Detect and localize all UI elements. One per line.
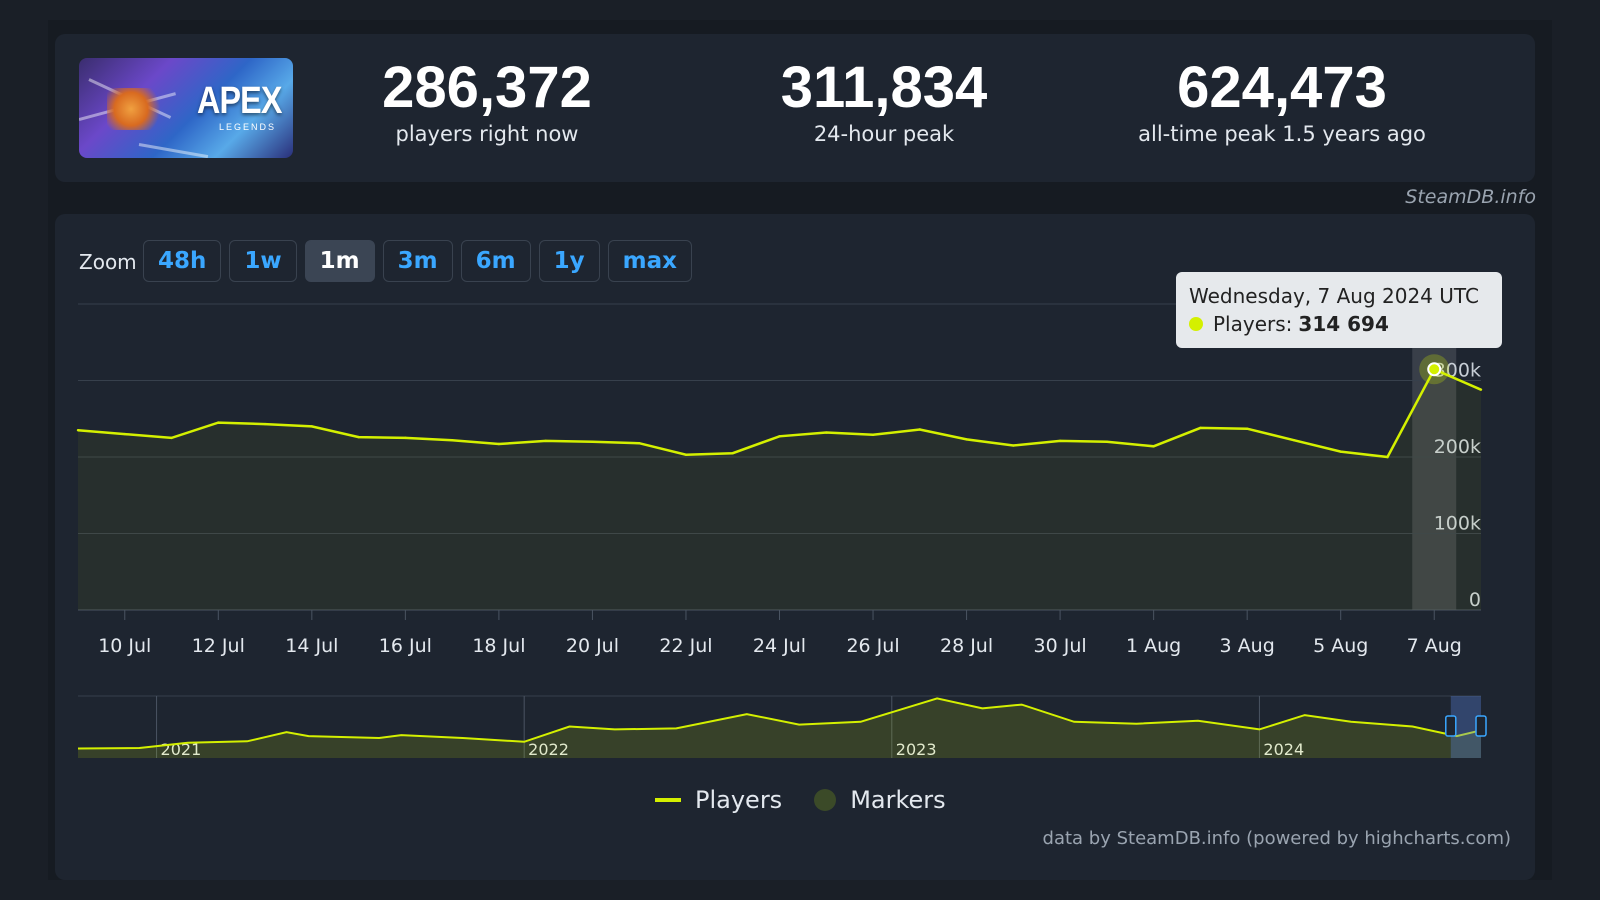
stat-current-label: players right now <box>395 122 579 146</box>
stat-current: 286,372 players right now <box>287 55 687 147</box>
stat-alltime-peak: 624,473 all-time peak 1.5 years ago <box>1082 55 1482 147</box>
tooltip-value: 314 694 <box>1298 312 1389 336</box>
highlight-point <box>1427 362 1442 377</box>
x-tick-label: 22 Jul <box>659 635 712 657</box>
data-point <box>170 436 173 440</box>
stat-24h-peak-value: 311,834 <box>780 55 988 120</box>
logo-sub: LEGENDS <box>219 122 277 132</box>
main-chart[interactable]: 0 100k 200k 300k 10 Jul 12 Jul 14 Jul 16 Jul 18 … <box>55 214 1535 880</box>
x-tick-label: 10 Jul <box>98 635 151 657</box>
stat-current-value: 286,372 <box>382 55 592 120</box>
zoom-button-1y[interactable]: 1y <box>538 240 600 282</box>
data-point <box>1199 426 1202 430</box>
data-point <box>310 425 314 428</box>
zoom-button-1m[interactable]: 1m <box>304 240 375 282</box>
data-point <box>1245 427 1249 430</box>
y-tick-label: 0 <box>1469 589 1481 611</box>
data-point <box>1105 440 1109 443</box>
data-point <box>684 453 688 456</box>
y-tick-label: 200k <box>1434 436 1481 458</box>
data-point <box>1012 444 1015 447</box>
navigator-line <box>77 697 1482 750</box>
tooltip-row: Players: 314 694 <box>1189 312 1389 336</box>
data-point <box>357 435 360 439</box>
zoom-label: Zoom <box>79 250 137 274</box>
stat-alltime-peak-label: all-time peak 1.5 years ago <box>1138 122 1426 146</box>
x-tick-label: 16 Jul <box>379 635 432 657</box>
navigator-year-label: 2022 <box>528 740 569 759</box>
hover-band <box>1412 340 1457 610</box>
zoom-button-6m[interactable]: 6m <box>460 240 531 282</box>
data-point <box>1152 445 1155 448</box>
legend-players[interactable]: Players <box>695 786 783 814</box>
x-tick-label: 3 Aug <box>1220 635 1275 657</box>
zoom-button-1w[interactable]: 1w <box>229 240 297 282</box>
data-point <box>1058 439 1062 443</box>
navigator-year-label: 2023 <box>896 740 937 759</box>
x-tick-label: 24 Jul <box>753 635 806 657</box>
chart-tooltip: Wednesday, 7 Aug 2024 UTC Players: 314 6… <box>1176 272 1502 348</box>
data-point <box>638 442 641 445</box>
data-point <box>1479 388 1483 391</box>
zoom-buttons: 48h 1w 1m 3m 6m 1y max <box>143 240 692 282</box>
x-tick-label: 5 Aug <box>1313 635 1368 657</box>
chart-legend: Players Markers <box>655 786 946 814</box>
data-point <box>76 429 80 432</box>
data-point <box>731 451 734 455</box>
x-tick-label: 28 Jul <box>940 635 993 657</box>
x-tick-label: 1 Aug <box>1126 635 1181 657</box>
x-tick-label: 12 Jul <box>192 635 245 657</box>
data-point <box>918 428 921 431</box>
data-point <box>263 422 267 426</box>
data-point <box>1292 438 1296 442</box>
data-point <box>123 432 126 436</box>
y-tick-label: 300k <box>1434 360 1481 382</box>
data-point <box>591 440 594 443</box>
x-tick-label: 7 Aug <box>1407 635 1462 657</box>
tooltip-date: Wednesday, 7 Aug 2024 UTC <box>1189 284 1479 308</box>
data-point <box>1386 455 1389 459</box>
data-point <box>404 436 407 440</box>
logo-brand: APEX <box>197 80 282 122</box>
steamdb-credit[interactable]: SteamDB.info <box>1405 186 1536 208</box>
data-point <box>778 435 781 438</box>
zoom-button-max[interactable]: max <box>607 240 692 282</box>
stat-24h-peak-label: 24-hour peak <box>813 122 955 146</box>
legend-markers[interactable]: Markers <box>850 786 946 814</box>
players-area <box>78 369 1481 610</box>
x-tick-label: 26 Jul <box>846 635 899 657</box>
data-point <box>1339 450 1342 453</box>
game-logo[interactable]: APEX LEGENDS <box>79 58 293 158</box>
craft-art <box>107 88 167 130</box>
players-legend-symbol <box>655 798 681 802</box>
stat-alltime-peak-value: 624,473 <box>1177 55 1387 120</box>
data-point <box>217 421 220 424</box>
x-tick-label: 14 Jul <box>285 635 338 657</box>
zoom-button-48h[interactable]: 48h <box>143 240 222 282</box>
stat-24h-peak: 311,834 24-hour peak <box>684 55 1084 147</box>
navigator-year-label: 2024 <box>1263 740 1304 759</box>
data-point <box>544 439 547 443</box>
data-point <box>965 438 968 441</box>
data-point <box>871 433 875 437</box>
markers-legend-symbol <box>814 789 837 811</box>
tooltip-dot <box>1189 317 1203 331</box>
data-point <box>450 438 454 442</box>
tooltip-series-label: Players: <box>1213 312 1293 336</box>
navigator-area <box>78 698 1481 758</box>
y-tick-label: 100k <box>1434 513 1481 535</box>
highcharts-credit[interactable]: data by SteamDB.info (powered by highcha… <box>1042 828 1511 849</box>
x-tick-label: 18 Jul <box>472 635 525 657</box>
data-point <box>825 431 828 434</box>
navigator-handle-right[interactable] <box>1475 715 1487 737</box>
x-tick-label: 30 Jul <box>1034 635 1087 657</box>
navigator-handle-left[interactable] <box>1445 715 1457 737</box>
stats-card: APEX LEGENDS 286,372 players right now 3… <box>55 34 1535 182</box>
data-point <box>497 442 501 446</box>
zoom-button-3m[interactable]: 3m <box>382 240 453 282</box>
x-tick-label: 20 Jul <box>566 635 619 657</box>
